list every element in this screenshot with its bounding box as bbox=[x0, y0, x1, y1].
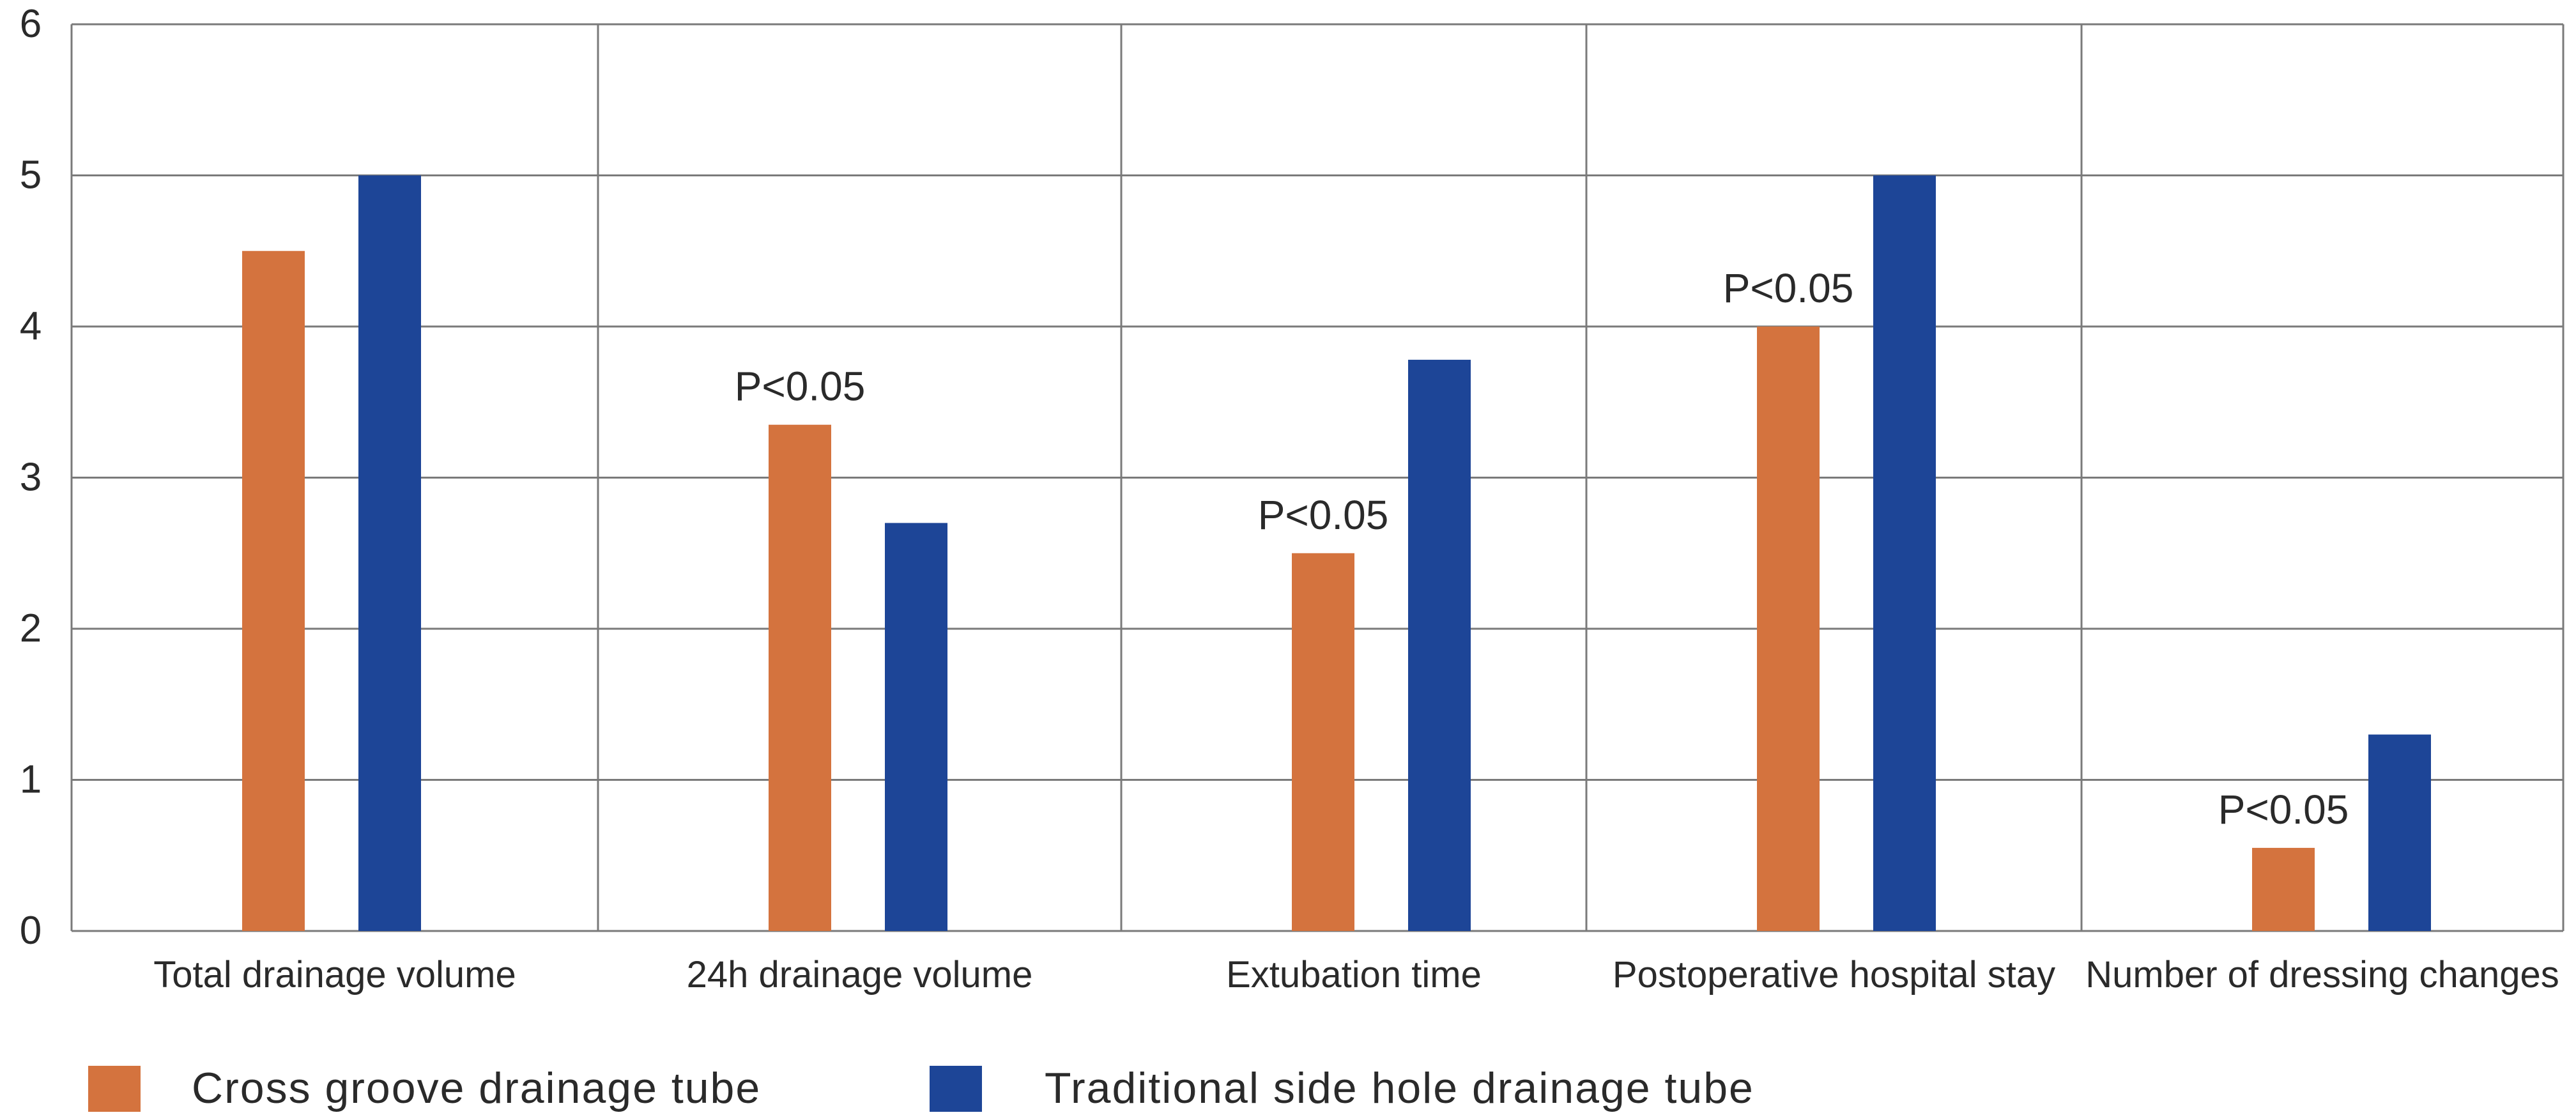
bar-traditional-2 bbox=[1408, 360, 1471, 931]
x-tick-label-0: Total drainage volume bbox=[153, 954, 516, 996]
legend-label-1: Traditional side hole drainage tube bbox=[1045, 1064, 1754, 1112]
bars-layer bbox=[242, 175, 2431, 931]
bar-cross-groove-2 bbox=[1292, 553, 1354, 931]
grid-layer bbox=[70, 23, 2564, 932]
y-tick-label-4: 4 bbox=[20, 304, 42, 348]
bar-traditional-3 bbox=[1873, 175, 1936, 931]
legend-label-0: Cross groove drainage tube bbox=[192, 1064, 761, 1112]
annotation-p-value-4: P<0.05 bbox=[2218, 787, 2349, 833]
bar-traditional-1 bbox=[885, 523, 947, 931]
bar-cross-groove-4 bbox=[2252, 847, 2315, 931]
legend-swatch-0 bbox=[88, 1066, 141, 1112]
bar-cross-groove-1 bbox=[769, 424, 831, 931]
x-tick-label-1: 24h drainage volume bbox=[687, 954, 1033, 996]
bar-traditional-4 bbox=[2368, 734, 2431, 931]
labels-layer: 0 1 2 3 4 5 6 Total drainage volume 24h drainage… bbox=[20, 2, 2559, 996]
y-tick-label-0: 0 bbox=[20, 909, 42, 953]
x-tick-label-3: Postoperative hospital stay bbox=[1613, 954, 2055, 996]
y-tick-label-1: 1 bbox=[20, 758, 42, 802]
x-tick-label-4: Number of dressing changes bbox=[2085, 954, 2559, 996]
legend: Cross groove drainage tube Traditional si… bbox=[88, 1064, 1754, 1112]
legend-swatch-1 bbox=[930, 1066, 982, 1112]
y-tick-label-5: 5 bbox=[20, 153, 42, 197]
annotation-p-value-2: P<0.05 bbox=[1258, 492, 1389, 538]
y-tick-label-6: 6 bbox=[20, 2, 42, 46]
bar-cross-groove-0 bbox=[242, 250, 305, 931]
bar-cross-groove-3 bbox=[1757, 327, 1820, 931]
bar-traditional-0 bbox=[358, 175, 421, 931]
annotation-p-value-1: P<0.05 bbox=[735, 364, 866, 410]
y-tick-label-3: 3 bbox=[20, 456, 42, 500]
annotation-p-value-3: P<0.05 bbox=[1723, 265, 1854, 311]
y-tick-label-2: 2 bbox=[20, 606, 42, 650]
x-tick-label-2: Extubation time bbox=[1226, 954, 1482, 996]
